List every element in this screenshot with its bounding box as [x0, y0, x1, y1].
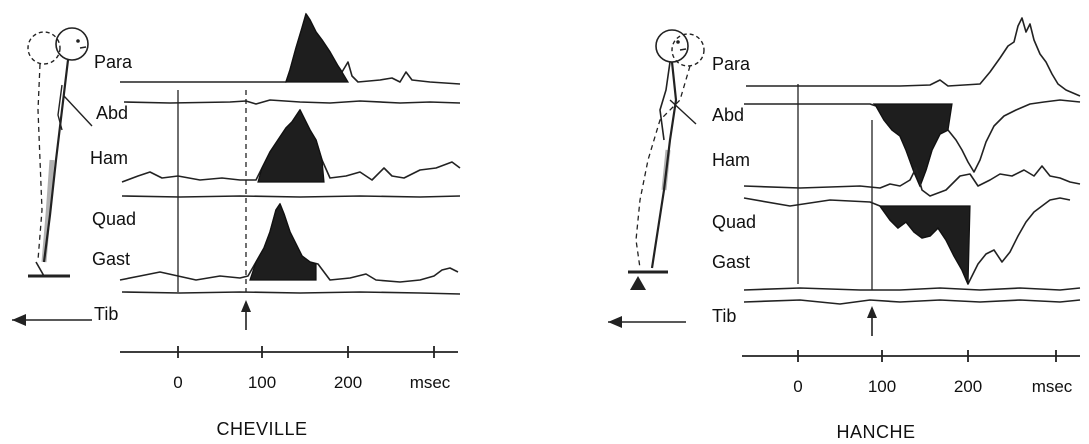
trace-ham — [743, 165, 1081, 197]
panel-caption-hanche: HANCHE — [836, 422, 915, 442]
muscle-label-quad: Quad — [712, 212, 756, 232]
muscle-label-abd: Abd — [712, 105, 744, 125]
trace-tib — [121, 291, 461, 295]
burst-ham — [257, 108, 325, 183]
panel-cheville: Para Abd Ham Quad Gast Tib — [12, 12, 461, 439]
tick-label-100: 100 — [868, 377, 896, 396]
platform-direction-arrow-icon — [12, 314, 92, 326]
muscle-label-tib: Tib — [712, 306, 736, 326]
stick-figure-hip-icon — [628, 29, 705, 290]
muscle-label-para: Para — [94, 52, 133, 72]
burst-gast — [249, 202, 317, 281]
muscle-label-gast: Gast — [92, 249, 130, 269]
muscle-label-ham: Ham — [712, 150, 750, 170]
muscle-label-abd: Abd — [96, 103, 128, 123]
trace-gast — [743, 287, 1081, 291]
burst-abd — [872, 103, 953, 188]
trace-abd — [123, 99, 461, 105]
perturbation-onset-arrow-icon — [867, 306, 877, 336]
panel-hanche: Para Abd Ham Quad Gast Tib — [608, 17, 1081, 442]
muscle-label-ham: Ham — [90, 148, 128, 168]
trace-tib — [743, 299, 1081, 305]
trace-para — [746, 17, 1081, 97]
perturbation-onset-arrow-icon — [241, 300, 251, 330]
tick-label-100: 100 — [248, 373, 276, 392]
trace-quad — [121, 195, 461, 198]
panel-caption-cheville: CHEVILLE — [216, 419, 307, 439]
tick-label-0: 0 — [793, 377, 802, 396]
axis-unit-label: msec — [1032, 377, 1073, 396]
time-axis-hanche: 0 100 200 msec — [742, 350, 1080, 396]
muscle-label-gast: Gast — [712, 252, 750, 272]
emg-traces-hanche — [743, 17, 1081, 305]
burst-para — [285, 12, 350, 83]
muscle-label-para: Para — [712, 54, 751, 74]
tick-label-200: 200 — [954, 377, 982, 396]
muscle-label-tib: Tib — [94, 304, 118, 324]
tick-label-0: 0 — [173, 373, 182, 392]
burst-quad — [878, 205, 971, 285]
emg-traces-cheville — [119, 12, 461, 295]
time-axis-cheville: 0 100 200 msec — [120, 346, 458, 392]
platform-direction-arrow-icon — [608, 316, 686, 328]
axis-unit-label: msec — [410, 373, 451, 392]
muscle-label-quad: Quad — [92, 209, 136, 229]
tick-label-200: 200 — [334, 373, 362, 392]
stick-figure-ankle-icon — [27, 27, 93, 278]
